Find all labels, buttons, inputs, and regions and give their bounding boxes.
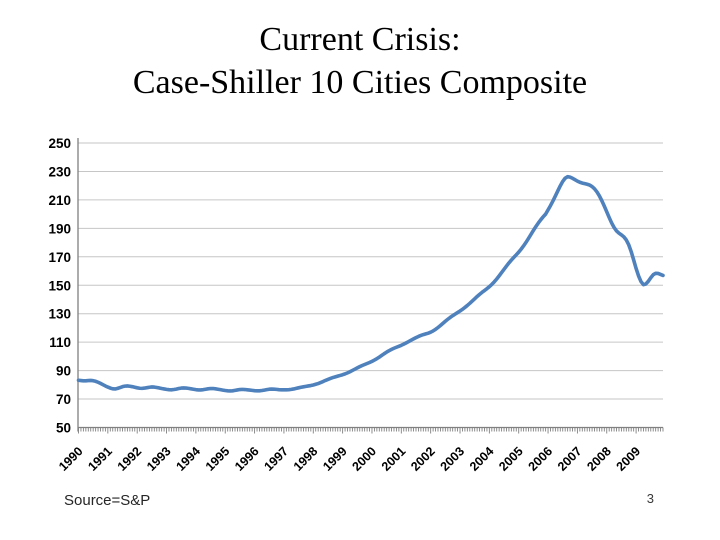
x-tick-label-1996: 1996: [232, 444, 262, 474]
y-tick-label-250: 250: [48, 136, 71, 151]
x-tick-label-2000: 2000: [350, 444, 380, 474]
source-note: Source=S&P: [64, 492, 151, 509]
y-tick-label-50: 50: [56, 421, 71, 436]
x-tick-label-2006: 2006: [526, 444, 556, 474]
page-number: 3: [646, 491, 654, 506]
y-tick-label-210: 210: [48, 193, 71, 208]
y-tick-label-130: 130: [48, 307, 71, 322]
x-tick-label-1998: 1998: [291, 444, 321, 474]
x-tick-label-1990: 1990: [56, 444, 86, 474]
x-axis-labels: 1990 1991 1992 1993 1994 1995 1996 1997 1998 1999…: [56, 444, 643, 474]
y-tick-label-90: 90: [56, 364, 71, 379]
x-tick-label-2005: 2005: [496, 444, 526, 474]
y-tick-label-170: 170: [48, 250, 71, 265]
x-tick-label-2003: 2003: [438, 444, 468, 474]
x-tick-label-2009: 2009: [614, 444, 644, 474]
y-tick-label-70: 70: [56, 392, 71, 407]
x-tick-label-1993: 1993: [144, 444, 174, 474]
y-tick-label-190: 190: [48, 221, 71, 236]
x-tick-label-1992: 1992: [115, 444, 145, 474]
x-tick-label-2001: 2001: [379, 444, 409, 474]
x-tick-label-1991: 1991: [85, 444, 115, 474]
data-line-case-shiller: [76, 174, 665, 393]
x-tick-label-2007: 2007: [555, 444, 585, 474]
x-tick-marks: [78, 427, 664, 434]
slide-title-line-1: Current Crisis:: [259, 21, 461, 58]
x-tick-label-2004: 2004: [467, 444, 497, 474]
slide-title-line-2: Case-Shiller 10 Cities Composite: [132, 64, 588, 101]
x-tick-label-1994: 1994: [173, 444, 203, 474]
gridlines: [78, 142, 663, 400]
y-tick-label-110: 110: [49, 335, 71, 350]
x-tick-label-2008: 2008: [584, 444, 614, 474]
x-tick-label-2002: 2002: [408, 444, 438, 474]
slide-title: Current Crisis: Case-Shiller 10 Cities C…: [0, 18, 720, 104]
x-tick-label-1997: 1997: [261, 444, 291, 474]
y-axis-labels: 50 70 90 110 130 150 170 190 210 230 250: [48, 136, 71, 436]
y-tick-label-150: 150: [48, 278, 71, 293]
x-tick-label-1995: 1995: [203, 444, 233, 474]
y-tick-label-230: 230: [48, 164, 71, 179]
x-tick-label-1999: 1999: [320, 444, 350, 474]
